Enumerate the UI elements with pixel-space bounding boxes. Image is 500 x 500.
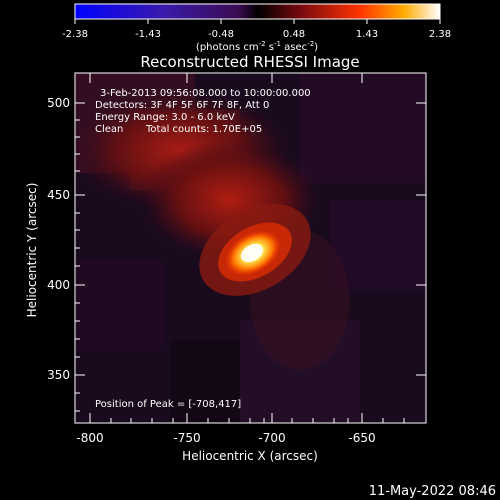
colorbar-tick-label: 0.48 xyxy=(283,29,305,40)
colorbar-tick-label: -0.48 xyxy=(208,29,234,40)
x-axis-label: Heliocentric X (arcsec) xyxy=(182,449,318,463)
clean-annotation: Clean xyxy=(95,124,123,135)
y-tick-label: 450 xyxy=(47,188,70,202)
colorbar-tick-label: 2.38 xyxy=(429,29,451,40)
plot-title: Reconstructed RHESSI Image xyxy=(140,53,359,71)
x-tick-label: -650 xyxy=(348,431,375,445)
y-tick-label: 350 xyxy=(47,368,70,382)
time-range-annotation: 3-Feb-2013 09:56:08.000 to 10:00:00.000 xyxy=(100,88,311,99)
footer-date: 11-May-2022 08:46 xyxy=(369,484,496,499)
counts-annotation: Total counts: 1.70E+05 xyxy=(145,124,262,135)
y-axis-label: Heliocentric Y (arcsec) xyxy=(25,183,39,318)
colorbar-ticks xyxy=(74,19,441,24)
rhessi-image xyxy=(75,73,426,423)
x-tick-label: -800 xyxy=(76,431,103,445)
detectors-annotation: Detectors: 3F 4F 5F 6F 7F 8F, Att 0 xyxy=(95,100,269,111)
y-ticks xyxy=(75,102,426,412)
x-tick-label: -700 xyxy=(258,431,285,445)
colorbar-tick-label: -1.43 xyxy=(135,29,161,40)
peak-position-annotation: Position of Peak = [-708,417] xyxy=(95,399,241,410)
x-ticks xyxy=(89,73,405,423)
y-tick-label: 500 xyxy=(47,96,70,110)
y-tick-label: 400 xyxy=(47,278,70,292)
energy-annotation: Energy Range: 3.0 - 6.0 keV xyxy=(95,112,235,123)
x-tick-label: -750 xyxy=(173,431,200,445)
colorbar xyxy=(74,3,441,20)
colorbar-tick-label: -2.38 xyxy=(62,29,88,40)
colorbar-units: (photons cm-2 s-1 asec-2) xyxy=(196,40,318,53)
colorbar-tick-label: 1.43 xyxy=(356,29,378,40)
